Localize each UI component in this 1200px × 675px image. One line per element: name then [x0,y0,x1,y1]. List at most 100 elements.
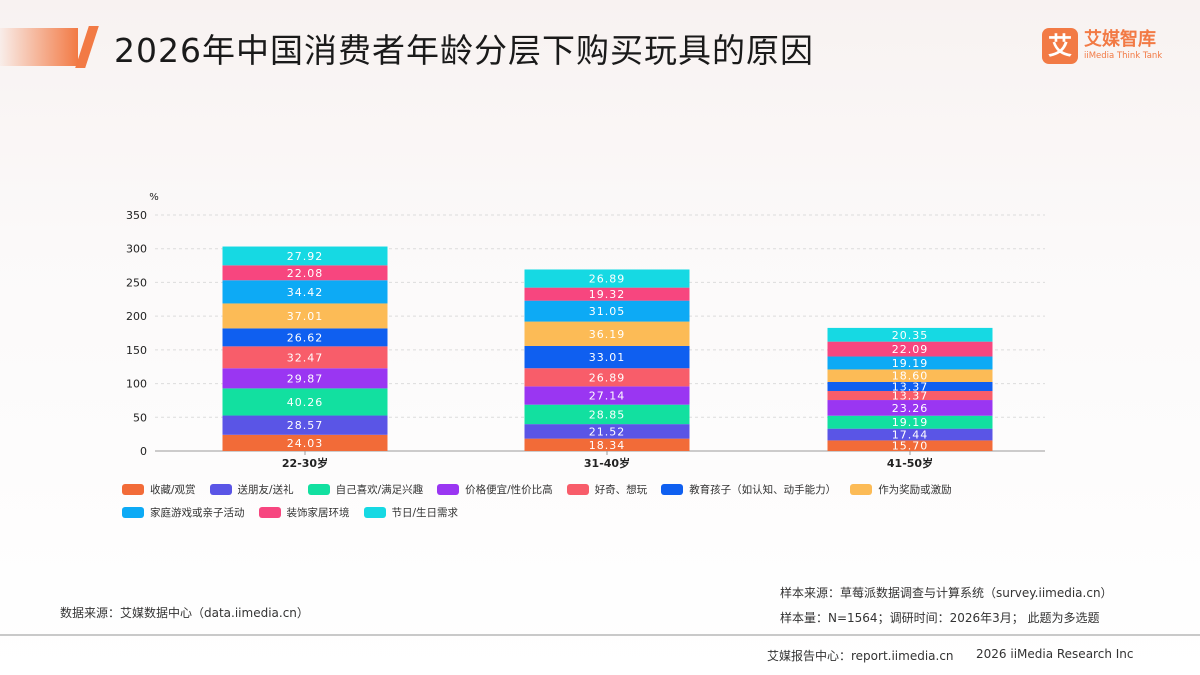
y-tick-label: 250 [126,276,147,289]
data-label: 28.85 [589,408,626,421]
data-source-note: 数据来源：艾媒数据中心（data.iimedia.cn） [60,606,309,620]
legend-swatch [661,484,684,495]
data-label: 24.03 [287,437,324,450]
data-label: 19.19 [892,416,929,429]
legend-label: 收藏/观赏 [150,484,196,496]
bar-segment [827,341,993,357]
bar-segment [524,368,690,387]
x-tick-label: 22-30岁 [282,456,328,470]
legend-label: 装饰家居环境 [286,507,350,519]
data-label: 27.14 [589,390,626,403]
logo-subtitle: iiMedia Think Tank [1084,51,1163,61]
data-label: 18.34 [589,439,626,452]
bar-segment [222,280,388,304]
legend-item: 家庭游戏或亲子活动 [122,505,245,520]
legend-swatch [209,484,232,495]
legend-item: 价格便宜/性价比高 [437,482,553,497]
bar-segment [524,404,690,425]
data-label: 31.05 [589,305,626,318]
bar-segment [524,287,690,301]
bar-segment [827,327,993,342]
legend-swatch [122,507,144,518]
legend-label: 节日/生日需求 [391,507,459,519]
legend-item: 好奇、想玩 [566,482,648,497]
legend-label: 家庭游戏或亲子活动 [150,507,245,519]
bar-segment [222,368,388,389]
bar-segment [222,328,388,347]
bar-segment [524,269,690,288]
bar-segment [524,345,690,369]
data-label: 13.37 [892,390,929,403]
legend-swatch [363,507,386,518]
bar-segment [827,440,993,451]
data-label: 19.32 [589,288,626,301]
data-label: 17.44 [892,429,929,442]
bar-segment [222,415,388,435]
logo-mark-icon: 艾 [1042,28,1078,64]
bar-segment [827,369,993,383]
bar-segment [827,428,993,441]
data-label: 33.01 [589,351,626,364]
y-axis-unit: % [149,192,159,203]
bar-segment [222,246,388,266]
legend-item: 节日/生日需求 [363,505,459,520]
legend-label: 好奇、想玩 [594,484,648,496]
data-label: 15.70 [892,440,929,453]
data-label: 32.47 [287,351,324,364]
legend-swatch [122,484,144,495]
legend-item: 自己喜欢/满足兴趣 [307,482,424,497]
data-label: 18.60 [892,370,929,383]
bar-segment [524,300,690,322]
chart-legend: 收藏/观赏 送朋友/送礼 自己喜欢/满足兴趣 价格便宜/性价比高 好奇、想玩 教育孩子（如… [122,482,1102,520]
report-center-link[interactable]: 艾媒报告中心：report.iimedia.cn [767,649,954,663]
legend-item: 作为奖励或激励 [850,482,952,497]
data-label: 26.62 [287,331,324,344]
legend-item: 收藏/观赏 [122,482,196,497]
data-label: 29.87 [287,372,324,385]
data-label: 13.37 [892,381,929,394]
bar-segment [524,424,690,439]
data-label: 36.19 [589,328,626,341]
x-tick-label: 31-40岁 [584,456,630,470]
sample-size-note: 样本量：N=1564；调研时间：2026年3月； 此题为多选题 [780,611,1100,625]
data-label: 26.89 [589,273,626,286]
bar-segment [222,346,388,369]
y-tick-label: 0 [140,445,147,458]
bar-segment [222,303,388,329]
data-label: 23.26 [892,402,929,415]
x-tick-label: 41-50岁 [887,456,933,470]
legend-label: 价格便宜/性价比高 [465,484,553,496]
title-accent-bar [0,28,78,66]
bar-segment [827,382,993,392]
bar-segment [524,321,690,346]
bar-segment [222,265,388,281]
y-tick-label: 200 [126,310,147,323]
bar-segment [827,391,993,401]
legend-item: 教育孩子（如认知、动手能力） [661,482,836,497]
legend-swatch [258,507,281,518]
y-tick-label: 350 [126,209,147,222]
y-tick-label: 100 [126,378,147,391]
legend-item: 装饰家居环境 [258,505,350,520]
footer-divider [0,634,1200,636]
legend-item: 送朋友/送礼 [209,482,294,497]
y-tick-label: 300 [126,243,147,256]
page-title: 2026年中国消费者年龄分层下购买玩具的原因 [114,31,814,70]
data-label: 28.57 [287,419,324,432]
copyright-note: 2026 iiMedia Research Inc [976,647,1134,661]
data-label: 20.35 [892,329,929,342]
sample-source-note: 样本来源：草莓派数据调查与计算系统（survey.iimedia.cn） [780,586,1113,600]
legend-label: 教育孩子（如认知、动手能力） [689,484,837,496]
data-label: 26.89 [589,371,626,384]
legend-swatch [437,484,460,495]
bar-segment [222,388,388,416]
bar-segment [222,434,388,451]
data-label: 22.08 [287,267,324,280]
data-label: 40.26 [287,396,324,409]
bar-segment [827,356,993,370]
bar-segment [827,415,993,429]
legend-label: 送朋友/送礼 [237,484,294,496]
y-tick-label: 50 [133,411,147,424]
legend-label: 自己喜欢/满足兴趣 [335,484,424,496]
data-label: 37.01 [287,310,324,323]
